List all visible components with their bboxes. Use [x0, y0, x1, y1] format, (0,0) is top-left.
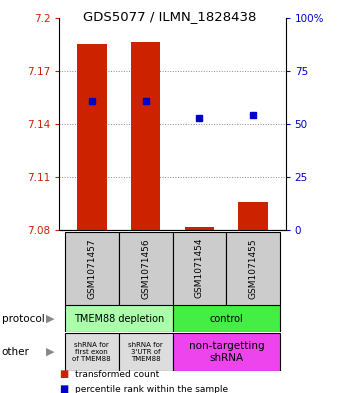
Bar: [185, 227, 214, 230]
Text: GSM1071457: GSM1071457: [87, 238, 96, 299]
Bar: [65, 333, 119, 371]
Text: shRNA for
3'UTR of
TMEM88: shRNA for 3'UTR of TMEM88: [128, 342, 163, 362]
Text: GDS5077 / ILMN_1828438: GDS5077 / ILMN_1828438: [83, 10, 257, 23]
Text: ▶: ▶: [46, 314, 54, 324]
Text: other: other: [2, 347, 30, 357]
Bar: [131, 42, 160, 230]
Bar: [119, 232, 173, 305]
Text: transformed count: transformed count: [75, 370, 159, 378]
Bar: [119, 333, 173, 371]
Text: shRNA for
first exon
of TMEM88: shRNA for first exon of TMEM88: [72, 342, 111, 362]
Text: GSM1071454: GSM1071454: [195, 238, 204, 298]
Bar: [173, 232, 226, 305]
Text: ▶: ▶: [46, 347, 54, 357]
Bar: [173, 305, 280, 332]
Text: protocol: protocol: [2, 314, 45, 324]
Text: ■: ■: [59, 369, 69, 379]
Bar: [238, 202, 268, 230]
Bar: [77, 44, 107, 230]
Text: GSM1071456: GSM1071456: [141, 238, 150, 299]
Text: percentile rank within the sample: percentile rank within the sample: [75, 385, 228, 393]
Text: GSM1071455: GSM1071455: [249, 238, 258, 299]
Bar: [226, 232, 280, 305]
Text: ■: ■: [59, 384, 69, 393]
Text: non-targetting
shRNA: non-targetting shRNA: [189, 342, 264, 363]
Text: TMEM88 depletion: TMEM88 depletion: [73, 314, 164, 324]
Bar: [65, 305, 173, 332]
Text: control: control: [209, 314, 243, 324]
Bar: [65, 232, 119, 305]
Bar: [173, 333, 280, 371]
